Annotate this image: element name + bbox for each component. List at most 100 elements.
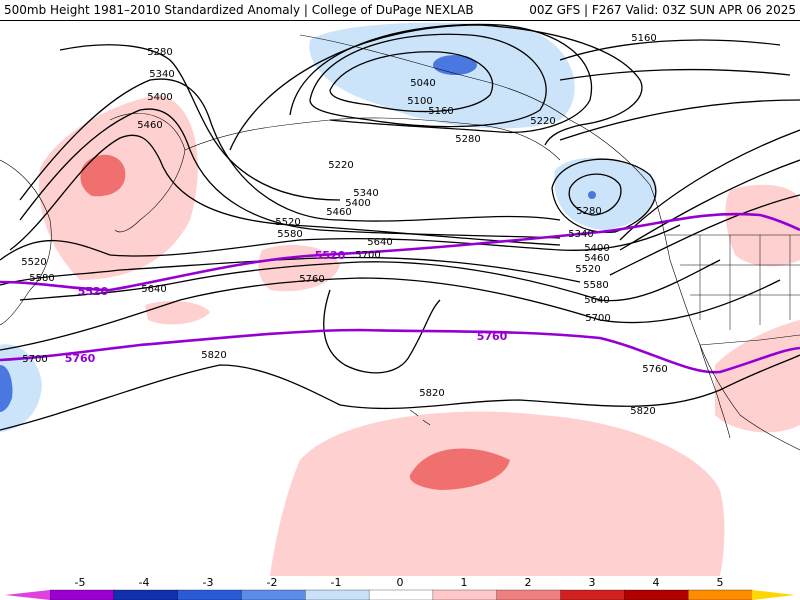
contour-label: 5400 [147,92,172,103]
colorbar-tick-label: -4 [139,576,150,589]
contour-label: 5760 [642,364,667,375]
highlight-contours [0,212,800,374]
map-header: 500mb Height 1981–2010 Standardized Anom… [0,0,800,21]
highlight-contour-label: 5760 [477,330,508,343]
contour-5280-ring [568,173,622,216]
colorbar-tick-label: -5 [75,576,86,589]
contour-label: 5580 [29,273,54,284]
anomaly-region-east-upper [725,184,800,267]
contour-label: 5460 [326,207,351,218]
highlight-contour-label: 5760 [65,352,96,365]
contour-label: 5520 [275,217,300,228]
map-title: 500mb Height 1981–2010 Standardized Anom… [4,3,474,17]
contour-label: 5700 [585,313,610,324]
contour-label: 5280 [576,206,601,217]
colorbar-tick-label: 1 [461,576,468,589]
contour-5520-highlight [0,212,800,292]
state-borders [665,234,800,346]
contour-5160-ne [559,39,781,61]
contour-5700 [0,277,781,351]
colorbar-tick-label: 5 [717,576,724,589]
colorbar-segment [113,589,179,600]
anomaly-core-north [433,55,477,75]
contour-label: 5520 [21,257,46,268]
height-contours [0,23,800,431]
colorbar-left-arrow [5,590,50,600]
contour-5340-ring [551,158,657,234]
contour-5460 [9,134,561,251]
colorbar-tick-label: -3 [203,576,214,589]
coastline-kamchatka [109,113,186,233]
colorbar-segment [624,589,689,600]
contour-5280-nw [59,44,341,201]
contour-label: 5640 [367,237,392,248]
colorbar-segment [496,589,562,600]
colorbar-segment [241,589,306,600]
contour-5220-ne [559,68,791,81]
border-us-mexico [699,334,800,346]
coastline-aleutians [184,117,561,161]
contour-label: 5280 [455,134,480,145]
border-states-vertical [699,235,791,330]
contour-label: 5280 [147,47,172,58]
anomaly-map: 5280 5340 5400 5460 5220 5040 5100 5160 … [0,22,800,576]
highlight-contour-label: 5520 [78,285,109,298]
contour-label: 5580 [277,229,302,240]
contour-label: 5040 [410,78,435,89]
colorbar-right-arrow [752,590,795,600]
model-run-info: 00Z GFS | F267 Valid: 03Z SUN APR 06 202… [529,3,796,17]
anomaly-region-south [270,411,725,576]
contour-label: 5640 [141,284,166,295]
anomaly-region-small-west [145,300,210,325]
contour-5640 [19,259,721,302]
contour-5460-ne [619,159,800,251]
contour-5580-ne [609,194,800,276]
contour-label: 5460 [584,253,609,264]
contour-label: 5640 [584,295,609,306]
anomaly-core-gulf [588,191,596,199]
contour-label: 5340 [149,69,174,80]
anomaly-region-west [0,344,42,432]
contour-5400-ne [619,129,800,241]
contour-label: 5820 [630,406,655,417]
colorbar-tick-label: 3 [589,576,596,589]
coastline-alaska [299,34,651,186]
colorbar-segment [560,589,626,600]
contour-label: 5400 [584,243,609,254]
anomaly-colorbar: -5 -4 -3 -2 -1 0 1 2 3 4 5 [5,576,795,600]
contour-label: 5700 [22,354,47,365]
contour-label: 5760 [299,274,324,285]
contour-label: 5520 [575,264,600,275]
contour-5520 [0,224,681,261]
contour-labels-black: 5280 5340 5400 5460 5220 5040 5100 5160 … [21,33,667,417]
colorbar-segment [49,589,115,600]
contour-label: 5820 [201,350,226,361]
contour-5820 [0,354,800,431]
coastline-asia [0,159,52,326]
colorbar-segment [177,589,243,600]
border-states-horizontal [680,264,800,296]
positive-anomaly-shading [39,95,800,576]
negative-anomaly-shading [0,22,658,432]
anomaly-region-south-core [409,448,510,490]
contour-label: 5160 [428,106,453,117]
contour-label: 5100 [407,96,432,107]
coastline-baja [699,344,731,439]
contour-label: 5580 [583,280,608,291]
colorbar-segment [432,589,498,600]
contour-label: 5820 [419,388,444,399]
contour-label: 5220 [328,160,353,171]
colorbar-segment [368,589,434,600]
colorbar-segment [688,589,753,600]
contour-label: 5340 [568,229,593,240]
anomaly-region-east-lower [715,320,800,433]
colorbar-tick-label: 2 [525,576,532,589]
contour-5760-highlight [0,328,800,374]
contour-label: 5340 [353,188,378,199]
contour-label: 5700 [355,250,380,261]
anomaly-region-north [309,22,575,129]
contour-5100 [309,33,547,128]
contour-5280-ne [559,99,800,141]
anomaly-region-gulf [554,157,658,230]
anomaly-region-nw-core [80,154,126,197]
